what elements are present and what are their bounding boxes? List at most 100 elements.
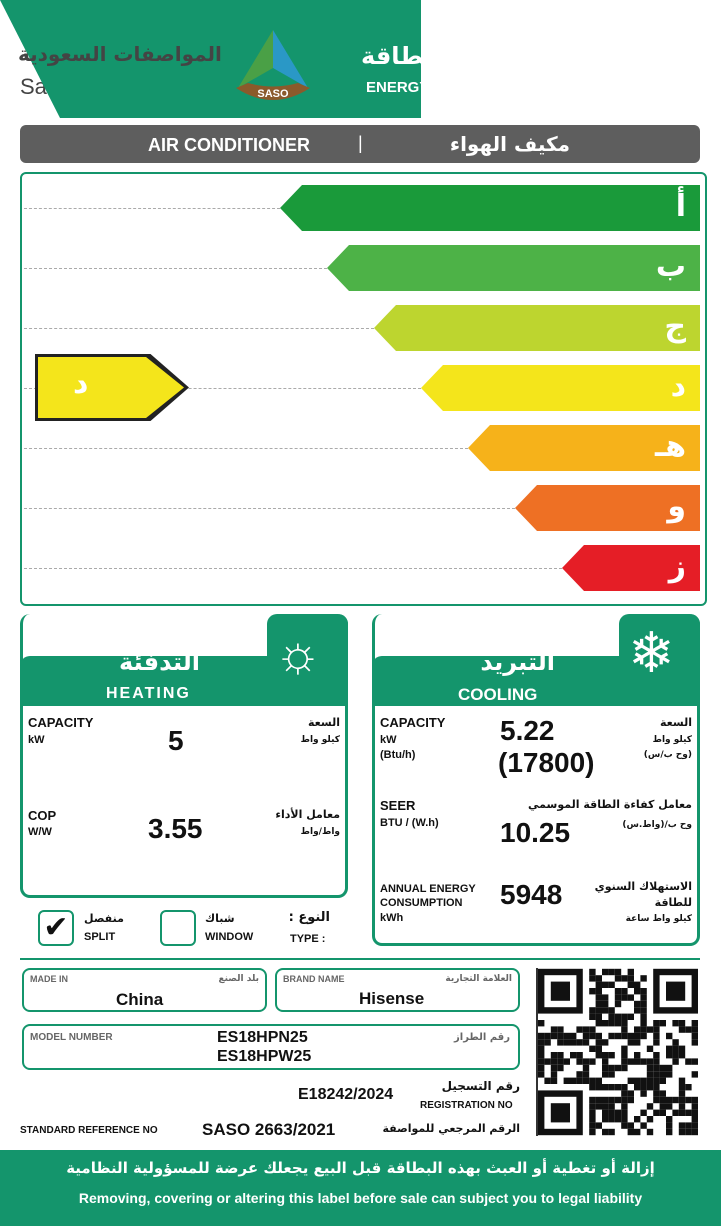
seer-label-ar: معامل كفاءة الطاقة الموسمي [528, 798, 692, 811]
rating-bar-label: أ [675, 189, 686, 224]
cooling-title-ar: التبريد [480, 648, 555, 676]
seer-unit-ar: وح ب/(واط.س) [622, 820, 692, 830]
rating-indicator-label: د [73, 366, 89, 401]
cooling-capacity-unit2-ar: (وح ب/س) [643, 750, 692, 760]
rating-bar: هـ [468, 425, 700, 471]
cooling-capacity-value: 5.22 [500, 715, 555, 746]
heating-cop-label: COP [28, 808, 57, 823]
rating-bar-label: هـ [654, 429, 686, 464]
brand-label-ar: العلامة التجارية [445, 974, 512, 984]
rating-guide-line [24, 388, 421, 389]
footer-warning-ar: إزالة أو تغطية أو العبث بهذه البطاقة قبل… [66, 1159, 655, 1177]
heating-capacity-label: CAPACITY [28, 715, 94, 730]
cooling-capacity-value-btu: (17800) [498, 747, 595, 778]
standard-ref-label-ar: الرقم المرجعي للمواصفة [382, 1122, 521, 1135]
footer-banner [0, 1150, 721, 1226]
rating-bar-label: ج [664, 309, 686, 344]
model-box: MODEL NUMBER رقم الطراز ES18HPN25 ES18HP… [22, 1024, 520, 1070]
rating-bar-label: د [670, 369, 686, 404]
window-label-ar: شباك [205, 912, 235, 925]
standard-ref-label: STANDARD REFERENCE NO [20, 1125, 158, 1136]
sun-icon: ☼ [274, 625, 322, 683]
heating-panel [20, 614, 348, 898]
heating-capacity-unit-ar: كيلو واط [300, 735, 340, 745]
rating-scale [20, 172, 707, 606]
annual-label-2: CONSUMPTION [380, 897, 463, 909]
split-label-ar: منفصل [84, 912, 124, 925]
model-label: MODEL NUMBER [30, 1032, 113, 1043]
type-label-ar: النوع : [288, 910, 330, 925]
registration-number: E18242/2024 [298, 1086, 394, 1103]
annual-label-1: ANNUAL ENERGY [380, 883, 476, 895]
annual-label-ar-2: للطاقة [654, 896, 692, 909]
rating-guide-line [24, 568, 562, 569]
label-title-ar: بطاقة كفاءة الطاقة [361, 42, 596, 70]
rating-guide-line [24, 268, 327, 269]
annual-unit-ar: كيلو واط ساعة [625, 914, 692, 924]
rating-guide-line [24, 508, 515, 509]
annual-unit: kWh [380, 912, 404, 924]
heating-capacity-value: 5 [168, 725, 184, 756]
split-label-en: SPLIT [84, 931, 116, 943]
label-title-en: ENERGY EFFICIENCY LABEL [366, 79, 577, 96]
heating-cop-label-ar: معامل الأداء [275, 808, 340, 821]
heating-cop-unit: W/W [28, 826, 52, 838]
standard-ref-value: SASO 2663/2021 [202, 1120, 336, 1139]
made-in-value: China [116, 990, 164, 1009]
cooling-tab [619, 614, 700, 674]
cooling-capacity-unit2: (Btu/h) [380, 749, 416, 761]
brand-box: BRAND NAME العلامة التجارية Hisense [275, 968, 520, 1012]
heating-title-ar: التدفئة [119, 648, 200, 676]
air-conditioner-icon: ≋ [606, 33, 700, 103]
org-name-ar: المواصفات السعودية [18, 42, 222, 66]
heating-capacity-unit: kW [28, 734, 45, 746]
brand-label: BRAND NAME [283, 974, 345, 984]
rating-bar: ز [562, 545, 700, 591]
product-en: AIR CONDITIONER [148, 135, 310, 155]
rating-bar-label: ز [668, 549, 686, 584]
cooling-capacity-label-ar: السعة [660, 716, 692, 729]
header-banner [0, 0, 421, 118]
heating-capacity-label-ar: السعة [308, 716, 340, 729]
made-in-label-ar: بلد الصنع [218, 974, 259, 984]
seer-label: SEER [380, 798, 416, 813]
saso-logo: SASO [228, 28, 318, 108]
cooling-capacity-unit: kW [380, 734, 397, 746]
heating-cop-value: 3.55 [148, 813, 203, 844]
registration-label-en: REGISTRATION NO [420, 1100, 513, 1111]
heating-tab [267, 614, 348, 674]
type-label-en: TYPE : [290, 933, 326, 945]
window-checkbox[interactable] [160, 910, 196, 946]
made-in-box: MADE IN بلد الصنع China [22, 968, 267, 1012]
seer-unit: BTU / (W.h) [380, 817, 439, 829]
model-number-2: ES18HPW25 [217, 1048, 312, 1065]
split-checkbox[interactable]: ✔ [38, 910, 74, 946]
product-ar: مكيف الهواء [449, 132, 570, 156]
rating-guide-line [24, 448, 468, 449]
cooling-capacity-unit-ar: كيلو واط [652, 735, 692, 745]
rating-bar: د [421, 365, 700, 411]
annual-label-ar-1: الاستهلاك السنوي [594, 880, 692, 893]
rating-bar: و [515, 485, 700, 531]
qr-code[interactable] [536, 968, 698, 1136]
heating-title-en: HEATING [106, 685, 191, 702]
registration-label-ar: رقم التسجيل [441, 1079, 520, 1093]
model-number-1: ES18HPN25 [217, 1029, 308, 1046]
rating-bar-label: ب [655, 249, 686, 284]
rating-guide-line [24, 328, 374, 329]
annual-value: 5948 [500, 879, 563, 910]
rating-bar: ب [327, 245, 700, 291]
divider [20, 958, 700, 960]
heating-cop-unit-ar: واط/واط [300, 827, 340, 837]
product-sep: | [358, 133, 363, 153]
snowflake-icon: ❄ [628, 621, 675, 686]
model-label-ar: رقم الطراز [454, 1032, 510, 1043]
brand-value: Hisense [359, 989, 425, 1008]
rating-guide-line [24, 208, 280, 209]
window-label-en: WINDOW [205, 931, 254, 943]
footer-warning-en: Removing, covering or altering this labe… [78, 1190, 643, 1206]
rating-bar-label: و [667, 489, 686, 524]
rating-bar: ج [374, 305, 700, 351]
product-bar: AIR CONDITIONER | مكيف الهواء [20, 125, 700, 163]
cooling-capacity-label: CAPACITY [380, 715, 446, 730]
